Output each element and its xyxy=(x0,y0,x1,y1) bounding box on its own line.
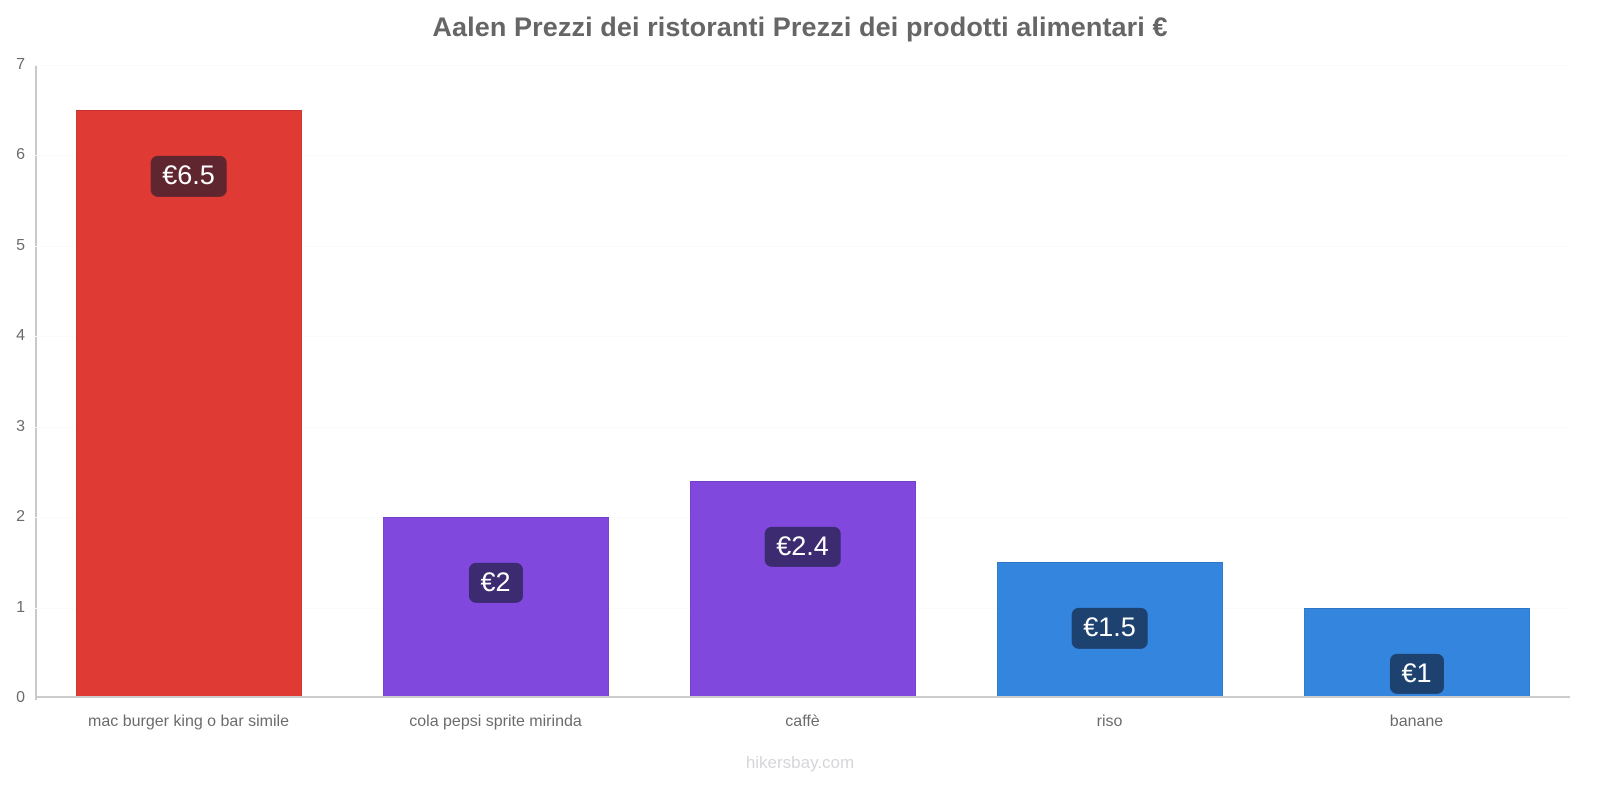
x-axis-category-label: caffè xyxy=(785,713,820,730)
gridline xyxy=(35,336,1570,338)
bar[interactable] xyxy=(382,517,609,698)
y-axis-tick-label: 0 xyxy=(16,689,25,706)
y-axis-tick-label: 1 xyxy=(16,598,25,616)
gridline xyxy=(35,426,1570,428)
y-axis-line xyxy=(35,65,37,700)
y-axis-tick-label: 6 xyxy=(16,146,25,164)
footer-watermark: hikersbay.com xyxy=(745,753,855,772)
chart-title: Aalen Prezzi dei ristoranti Prezzi dei p… xyxy=(432,12,1168,42)
y-axis-tick-label: 2 xyxy=(16,508,25,526)
y-axis-tick-labels: 7 6 5 4 3 2 1 0 xyxy=(0,0,30,800)
y-axis-tick-label: 3 xyxy=(16,417,25,435)
gridline xyxy=(35,245,1570,247)
x-axis-category-label: riso xyxy=(1096,713,1123,730)
bar-value-label: €1.5 xyxy=(1071,608,1148,649)
x-axis-category-label: mac burger king o bar simile xyxy=(88,713,289,730)
bar-value-label: €1 xyxy=(1389,653,1444,694)
x-axis-category-label: banane xyxy=(1389,713,1444,730)
bar[interactable] xyxy=(689,480,916,698)
bar[interactable] xyxy=(75,110,302,698)
bar-value-label: €2.4 xyxy=(764,526,841,568)
y-axis-tick-label: 4 xyxy=(16,327,25,345)
y-axis-tick-label: 7 xyxy=(16,56,25,73)
bar-value-label: €6.5 xyxy=(150,156,227,197)
bar-value-label: €2 xyxy=(468,562,523,604)
y-axis-tick-label: 5 xyxy=(16,236,25,254)
gridline xyxy=(35,65,1570,66)
x-axis-category-label: cola pepsi sprite mirinda xyxy=(409,713,582,730)
gridline xyxy=(35,155,1570,157)
plot-area xyxy=(35,65,1570,698)
x-axis-baseline xyxy=(35,696,1570,698)
